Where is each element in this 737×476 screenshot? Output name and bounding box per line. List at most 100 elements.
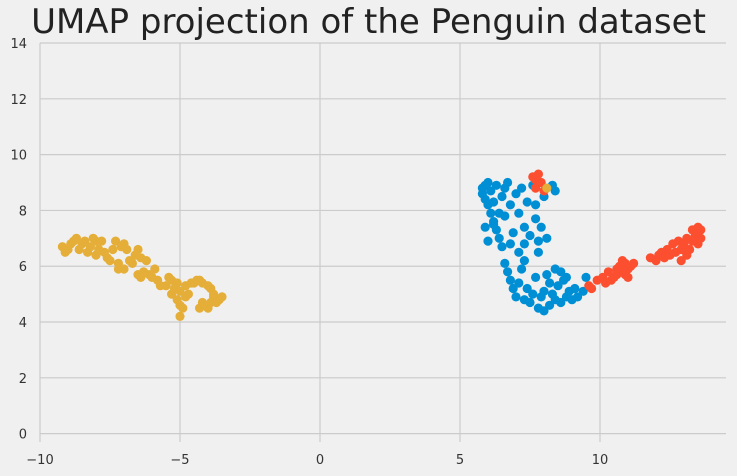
scatter-point (514, 278, 524, 288)
scatter-point (531, 272, 541, 282)
grid-lines (39, 42, 726, 442)
scatter-point (150, 264, 160, 274)
scatter-point (141, 256, 151, 266)
scatter-point (111, 236, 121, 246)
scatter-point (494, 208, 504, 218)
scatter-point (183, 289, 193, 299)
chart-title: UMAP projection of the Penguin dataset (31, 2, 706, 42)
scatter-point (542, 183, 552, 193)
scatter-point (536, 222, 546, 232)
x-tick-label: 0 (316, 453, 324, 468)
scatter-point (178, 303, 188, 313)
scatter-point (517, 183, 527, 193)
scatter-point (489, 219, 499, 229)
scatter-point (489, 197, 499, 207)
y-tick-label: 0 (19, 428, 27, 443)
y-tick-label: 12 (10, 93, 27, 108)
scatter-point (542, 233, 552, 243)
tick-labels: −10 −5 0 5 10 0 2 4 6 8 10 12 14 (10, 37, 608, 468)
scatter-point (545, 300, 555, 310)
scatter-point (533, 236, 544, 246)
scatter-point (531, 183, 541, 193)
scatter-point (491, 180, 501, 190)
scatter-point (85, 242, 95, 252)
scatter-point (217, 292, 227, 302)
scatter-point (533, 247, 544, 257)
scatter-point (542, 270, 552, 280)
scatter-point (497, 242, 507, 252)
scatter-point (561, 272, 572, 282)
scatter-point (494, 233, 504, 243)
scatter-point (584, 281, 594, 291)
scatter-point (522, 197, 532, 207)
scatter-point (539, 306, 549, 316)
scatter-point (514, 208, 524, 218)
scatter-point (556, 297, 566, 308)
scatter-point (545, 278, 555, 288)
scatter-point (486, 186, 496, 196)
scatter-point (531, 200, 541, 210)
scatter-point (528, 289, 538, 299)
y-tick-label: 4 (19, 316, 27, 331)
scatter-point (480, 222, 490, 232)
y-tick-label: 6 (19, 260, 27, 275)
scatter-point (539, 286, 549, 296)
scatter-point (533, 169, 544, 179)
scatter-point (122, 244, 132, 255)
x-tick-label: −5 (170, 453, 189, 468)
data-points (57, 169, 706, 321)
scatter-point (525, 297, 535, 308)
y-tick-label: 8 (19, 204, 27, 219)
scatter-point (517, 264, 527, 274)
scatter-point (505, 239, 515, 249)
scatter-point (483, 236, 493, 246)
scatter-point (573, 292, 583, 302)
scatter-point (80, 236, 90, 246)
scatter-point (508, 228, 518, 238)
y-tick-label: 14 (10, 37, 27, 52)
scatter-point (685, 244, 695, 255)
scatter-point (172, 278, 182, 288)
scatter-point (629, 258, 639, 268)
scatter-point (503, 177, 513, 188)
scatter-point (603, 267, 614, 277)
x-tick-label: −10 (26, 453, 53, 468)
scatter-point (497, 191, 507, 202)
scatter-point (522, 283, 532, 294)
scatter-point (514, 247, 524, 257)
scatter-point (209, 289, 219, 299)
scatter-point (556, 267, 566, 277)
scatter-point (483, 177, 493, 188)
scatter-point (511, 189, 521, 199)
scatter-point (505, 275, 515, 285)
scatter-point (119, 264, 129, 274)
x-tick-label: 5 (456, 453, 464, 468)
scatter-point (696, 233, 706, 243)
scatter-point (71, 233, 81, 243)
scatter-point (620, 270, 630, 280)
scatter-point (175, 311, 185, 321)
scatter-point (696, 225, 706, 235)
y-tick-label: 10 (10, 149, 27, 164)
scatter-point (550, 186, 560, 196)
scatter-point (127, 258, 137, 268)
scatter-point (500, 258, 510, 268)
scatter-point (531, 214, 541, 224)
scatter-point (519, 222, 530, 232)
scatter-point (519, 256, 530, 266)
y-tick-label: 2 (19, 372, 27, 387)
scatter-point (570, 283, 580, 294)
scatter-point (505, 200, 515, 210)
scatter-point (486, 208, 496, 218)
scatter-point (97, 236, 107, 246)
scatter-point (578, 286, 588, 296)
scatter-point (105, 256, 115, 266)
scatter-point (581, 272, 591, 282)
scatter-point (536, 177, 546, 188)
scatter-point (511, 292, 521, 302)
scatter-point (175, 286, 185, 296)
scatter-point (519, 239, 530, 249)
x-tick-label: 10 (592, 453, 609, 468)
